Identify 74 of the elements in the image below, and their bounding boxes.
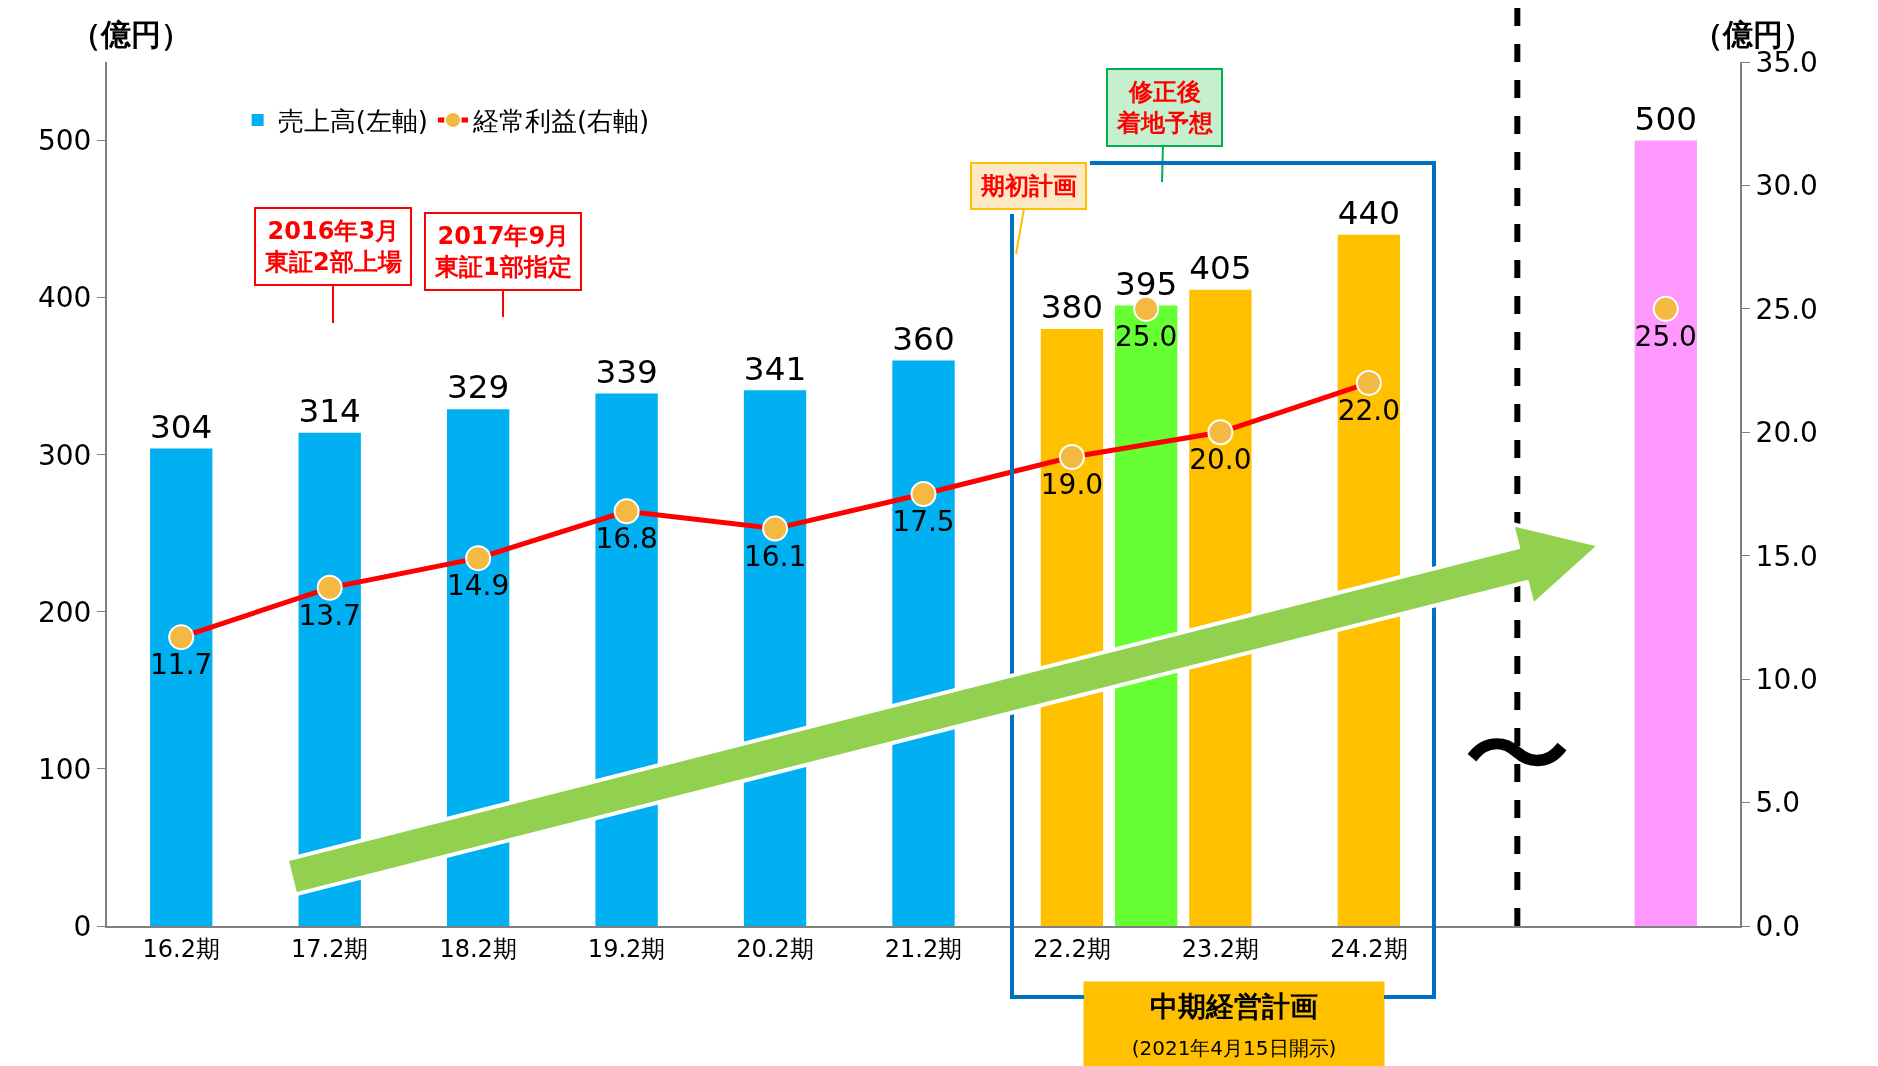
data-label: 405 [1189,249,1252,288]
bar [1115,305,1178,926]
bar [1189,289,1252,926]
x-tick-label: 21.2期 [884,934,963,963]
bar [150,448,213,926]
y-tick-label: 300 [37,438,92,472]
data-label: 341 [743,349,807,388]
data-label: 339 [595,352,658,391]
y2-tick-label: 15.0 [1755,539,1818,573]
x-tick-label: 19.2期 [587,934,666,963]
data-label: 13.7 [298,598,361,632]
point [1207,419,1234,446]
point [1652,295,1679,322]
y2-tick-label: 0.0 [1755,909,1801,943]
x-tick-label: 22.2期 [1033,934,1111,963]
data-label: 11.7 [150,648,213,682]
point [613,498,640,525]
data-label: 17.5 [892,505,955,538]
point [168,624,195,651]
data-label: 22.0 [1337,393,1401,427]
bar [892,360,955,926]
y2-tick-label: 5.0 [1755,786,1801,820]
data-label: 380 [1040,288,1104,327]
x-tick-label: 24.2期 [1330,934,1408,963]
y-tick-label: 500 [37,124,92,158]
point [762,515,789,542]
data-label: 25.0 [1115,319,1178,353]
bar [743,390,807,926]
bar [1634,140,1697,926]
data-label: 304 [150,407,213,446]
annotation: 2017年9月東証1部指定 [434,222,572,282]
point [1355,369,1382,396]
y-tick-label: 400 [37,281,92,315]
y2-tick-label: 20.0 [1755,416,1818,450]
bar [446,409,510,926]
annotation: 修正後着地予想 [1116,78,1213,138]
y-tick-label: 0 [73,909,92,943]
point [316,574,343,601]
y2-tick-label: 10.0 [1755,662,1818,696]
point [910,481,937,507]
data-label: 25.0 [1634,319,1697,353]
data-label: 440 [1337,194,1401,233]
text: 中期経営計画 [1150,989,1318,1023]
text: 〜 [1462,692,1572,820]
legend-label: 売上高(左軸) [277,106,428,137]
data-label: 16.8 [595,522,658,556]
point [465,545,492,572]
legend-label: 経常利益(右軸) [471,106,650,137]
x-tick-label: 18.2期 [439,934,517,963]
bar [1337,234,1401,926]
data-label: 395 [1115,264,1178,303]
y-tick-label: 200 [37,595,92,629]
annotation: 2016年3月東証2部上場 [264,217,402,277]
y2-tick-label: 25.0 [1755,292,1818,326]
data-label: 314 [298,392,361,431]
text: (2021年4月15日開示) [1131,1036,1337,1060]
y2-tick-label: 30.0 [1755,169,1818,203]
point [1058,443,1085,470]
y-tick-label: 100 [37,752,92,786]
data-label: 500 [1634,99,1697,138]
data-label: 14.9 [446,569,510,603]
data-label: 20.0 [1189,443,1252,477]
data-label: 329 [446,368,510,407]
x-tick-label: 20.2期 [736,934,814,963]
x-tick-label: 16.2期 [142,934,220,963]
y-axis-title: （億円） [71,17,191,52]
data-label: 360 [892,319,955,358]
x-tick-label: 23.2期 [1181,934,1260,963]
bar [1040,329,1104,926]
x-tick-label: 17.2期 [290,934,369,963]
data-label: 19.0 [1040,467,1104,501]
point [1133,295,1160,322]
data-label: 16.1 [743,539,807,573]
annotation: 期初計画 [980,172,1077,200]
